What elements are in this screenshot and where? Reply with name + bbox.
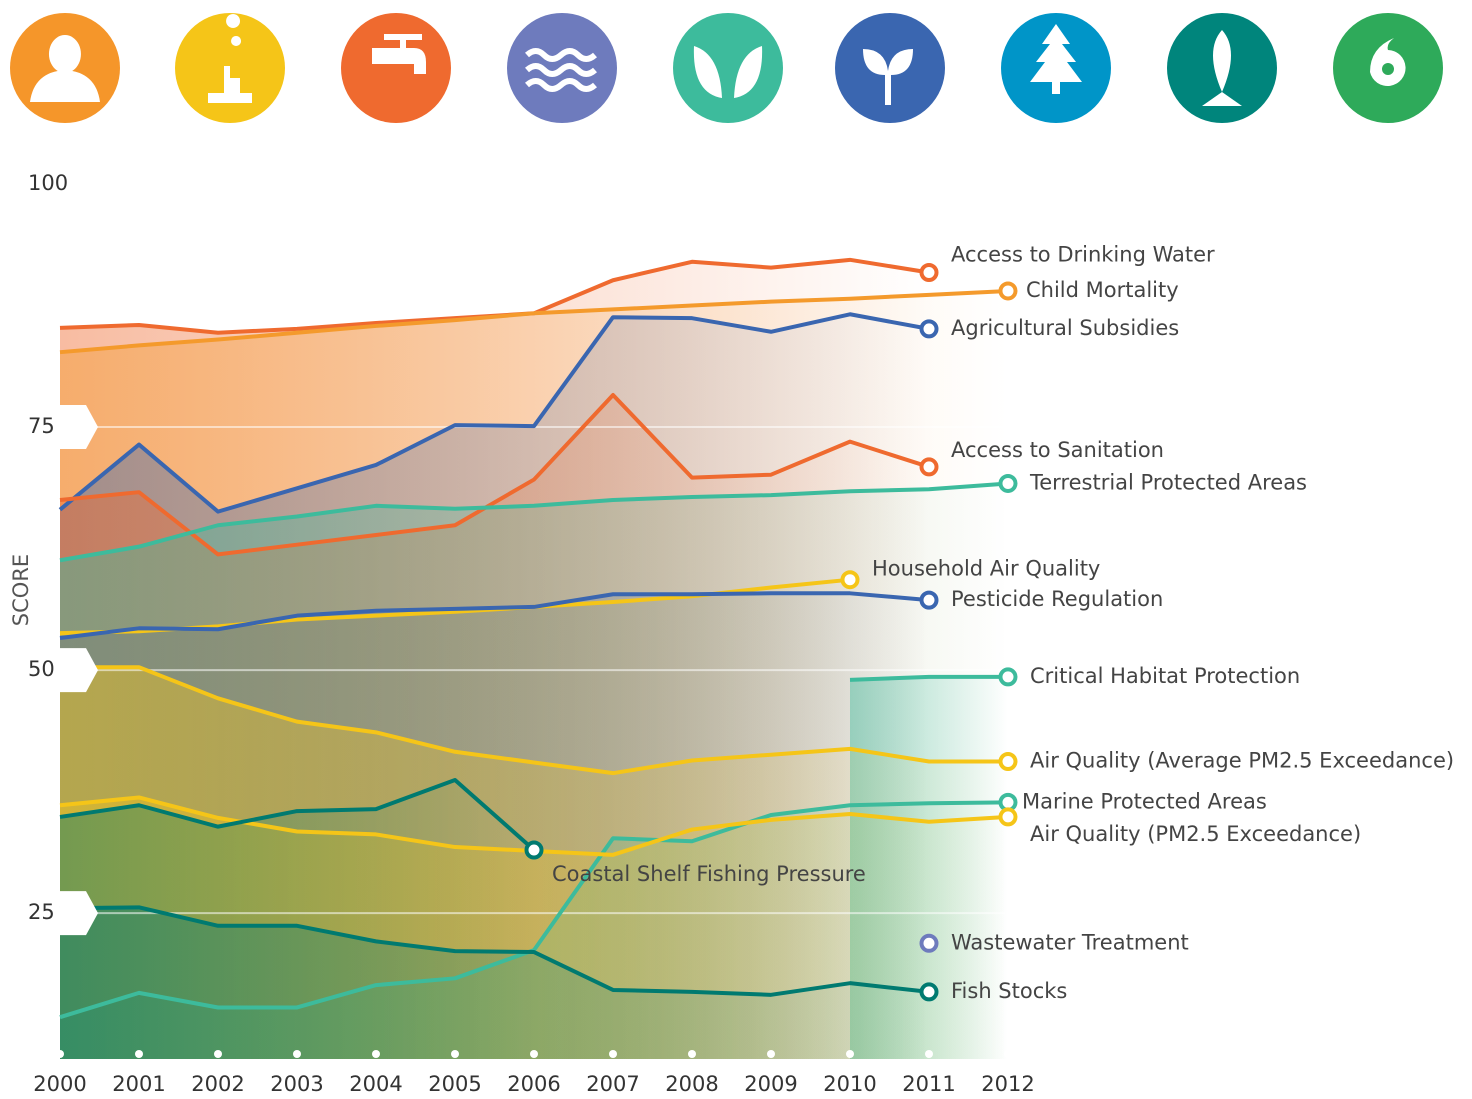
series-end-marker <box>998 281 1018 301</box>
x-tick-mark <box>688 1050 696 1058</box>
icon-butterfly <box>673 13 783 123</box>
series-end-marker <box>840 570 860 590</box>
series-line <box>59 905 930 997</box>
x-tick-mark <box>135 1050 143 1058</box>
x-tick-mark <box>293 1050 301 1058</box>
series-line <box>59 591 930 641</box>
icon-water <box>341 13 451 123</box>
y-tick-label: 100 <box>28 171 68 195</box>
icon-shape <box>372 34 426 74</box>
series-label: Terrestrial Protected Areas <box>1029 470 1307 494</box>
series-end-marker <box>998 752 1018 771</box>
x-tick-mark <box>767 1050 775 1058</box>
x-tick-label: 2004 <box>349 1072 402 1096</box>
x-tick-mark <box>530 1050 538 1058</box>
icon-shape <box>863 49 913 105</box>
x-tick-mark <box>1004 1050 1012 1058</box>
y-axis-label: SCORE <box>9 554 33 626</box>
icon-shape <box>30 35 100 102</box>
series-label: Marine Protected Areas <box>1022 789 1267 813</box>
series-end-marker <box>919 982 939 1002</box>
series-label: Household Air Quality <box>872 557 1100 581</box>
series-label: Agricultural Subsidies <box>951 316 1179 340</box>
x-tick-label: 2006 <box>507 1072 560 1096</box>
icon-shape <box>208 14 252 103</box>
series-label: Access to Drinking Water <box>951 242 1215 266</box>
x-tick-mark <box>846 1050 854 1058</box>
series-line <box>60 665 1008 776</box>
series-line <box>59 481 1009 563</box>
series-end-marker <box>919 319 939 339</box>
icon-shape <box>1202 30 1242 106</box>
series-end-marker <box>919 590 939 610</box>
areas <box>60 259 1008 1059</box>
icon-shape <box>1382 63 1394 75</box>
x-tick-mark <box>372 1050 380 1058</box>
series-label: Coastal Shelf Fishing Pressure <box>552 862 866 886</box>
series-end-marker <box>919 933 939 953</box>
icon-shape <box>693 46 763 98</box>
y-tick-mark <box>60 891 98 936</box>
x-tick-label: 2002 <box>191 1072 244 1096</box>
x-tick-mark <box>214 1050 222 1058</box>
series-label: Critical Habitat Protection <box>1030 664 1300 688</box>
x-tick-mark <box>56 1050 64 1058</box>
y-tick-label: 75 <box>28 414 55 438</box>
series-line <box>59 392 930 557</box>
series-end-marker <box>919 262 939 282</box>
icon-shape <box>1030 24 1082 94</box>
series-area <box>60 907 929 1059</box>
series-end-marker <box>998 807 1018 827</box>
x-tick-label: 2010 <box>823 1072 876 1096</box>
series-line <box>59 288 1009 355</box>
x-tick-label: 2000 <box>33 1072 86 1096</box>
series-line <box>59 777 536 852</box>
series-label: Air Quality (PM2.5 Exceedance) <box>1030 822 1361 846</box>
series-end-marker <box>998 473 1018 493</box>
icons <box>10 13 1443 123</box>
y-tick-mark <box>60 648 98 693</box>
series-end-marker <box>919 457 939 477</box>
x-tick-label: 2001 <box>112 1072 165 1096</box>
y-tick-label: 25 <box>28 900 55 924</box>
x-tick-label: 2008 <box>665 1072 718 1096</box>
x-tick-label: 2005 <box>428 1072 481 1096</box>
series-label: Air Quality (Average PM2.5 Exceedance) <box>1030 749 1454 773</box>
x-tick-label: 2012 <box>981 1072 1034 1096</box>
series-end-marker <box>998 667 1018 687</box>
x-tick-label: 2007 <box>586 1072 639 1096</box>
y-tick-mark <box>60 405 98 450</box>
series-line <box>58 312 930 514</box>
x-tick-mark <box>609 1050 617 1058</box>
x-tick-label: 2003 <box>270 1072 323 1096</box>
icon-shape <box>525 48 597 92</box>
labels: 25 50 75 100 2000 2001 2002 2003 2004 2005 2006 200… <box>28 171 1454 1096</box>
y-tick-label: 50 <box>28 657 55 681</box>
series-label: Fish Stocks <box>951 979 1067 1003</box>
icon-shape <box>1370 38 1406 86</box>
series-line <box>849 674 1008 682</box>
series-label: Pesticide Regulation <box>951 587 1163 611</box>
x-tick-mark <box>451 1050 459 1058</box>
series-label: Wastewater Treatment <box>951 930 1189 954</box>
x-tick-label: 2011 <box>902 1072 955 1096</box>
series-label: Child Mortality <box>1026 278 1179 302</box>
x-tick-mark <box>925 1050 933 1058</box>
x-tick-label: 2009 <box>744 1072 797 1096</box>
series-label: Access to Sanitation <box>951 438 1164 462</box>
series-end-marker <box>524 840 544 860</box>
